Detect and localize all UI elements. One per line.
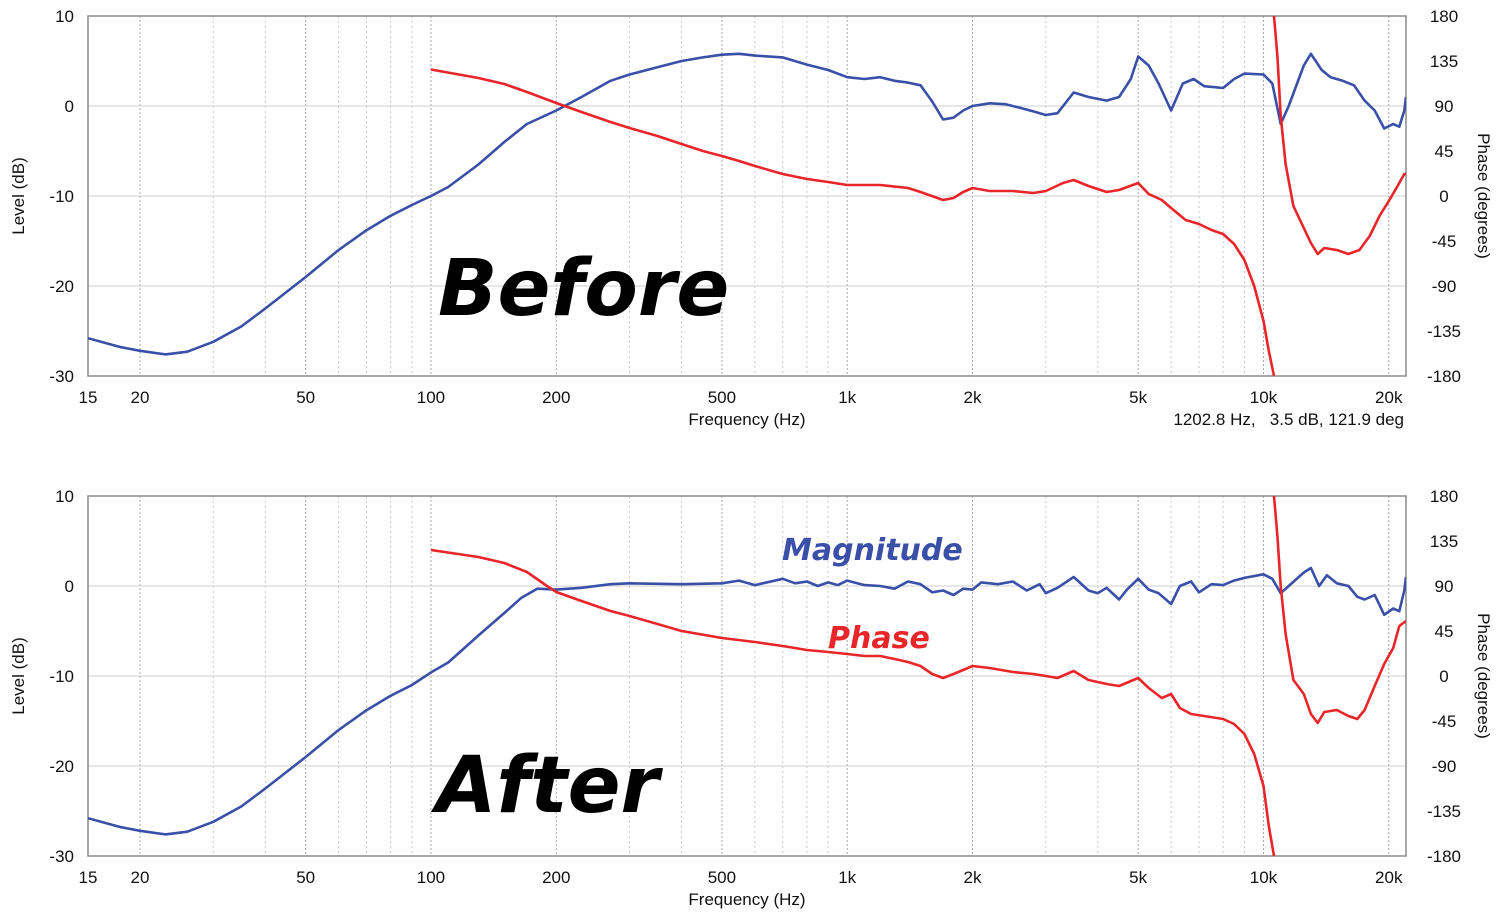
y2-tick-label: 90 xyxy=(1435,97,1454,116)
before-overlay-label: Before xyxy=(438,244,729,334)
x-tick-label: 20k xyxy=(1375,388,1403,407)
y2-tick-label: 0 xyxy=(1439,667,1448,686)
plot-frame xyxy=(87,495,1407,857)
phase-series-line xyxy=(1272,496,1406,725)
y2-tick-label: 45 xyxy=(1435,622,1454,641)
y2-tick-label: 0 xyxy=(1439,187,1448,206)
x-tick-label: 50 xyxy=(296,868,315,887)
y-tick-label: -10 xyxy=(49,187,74,206)
y2-tick-label: -45 xyxy=(1432,712,1457,731)
y2-tick-label: -45 xyxy=(1432,232,1457,251)
x-tick-label: 1k xyxy=(838,868,856,887)
cursor-readout: 1202.8 Hz, 3.5 dB, 121.9 deg xyxy=(1173,410,1404,429)
phase-series-line xyxy=(430,68,1276,376)
y2-tick-label: 135 xyxy=(1430,52,1458,71)
x-tick-label: 200 xyxy=(542,868,570,887)
y2-axis-title: Phase (degrees) xyxy=(1474,613,1493,739)
y-axis-title: Level (dB) xyxy=(9,157,28,234)
y2-tick-label: -90 xyxy=(1432,757,1457,776)
y-tick-label: -20 xyxy=(49,277,74,296)
x-tick-label: 20k xyxy=(1375,868,1403,887)
x-tick-label: 5k xyxy=(1129,388,1147,407)
x-tick-label: 1k xyxy=(838,388,856,407)
y2-tick-label: 90 xyxy=(1435,577,1454,596)
x-tick-label: 2k xyxy=(964,868,982,887)
phase-series-line xyxy=(430,548,1276,856)
y-tick-label: 0 xyxy=(65,577,74,596)
y-tick-label: 0 xyxy=(65,97,74,116)
y2-tick-label: -180 xyxy=(1427,367,1461,386)
x-tick-label: 20 xyxy=(131,388,150,407)
magnitude-series-line xyxy=(88,52,1406,356)
x-tick-label: 500 xyxy=(708,388,736,407)
y-axis-title: Level (dB) xyxy=(9,637,28,714)
x-tick-label: 50 xyxy=(296,388,315,407)
magnitude-series-line xyxy=(88,566,1406,836)
phase-series-label: Phase xyxy=(828,621,930,656)
x-tick-label: 20 xyxy=(131,868,150,887)
x-tick-label: 2k xyxy=(964,388,982,407)
x-axis-title: Frequency (Hz) xyxy=(688,410,805,429)
y2-tick-label: -90 xyxy=(1432,277,1457,296)
x-tick-label: 100 xyxy=(417,868,445,887)
y-tick-label: -30 xyxy=(49,367,74,386)
after-chart-panel: 15 20 50 100 200 500 1k 2k 5k 10k 20k100-10-20-301… xyxy=(9,487,1493,909)
x-tick-label: 15 xyxy=(79,388,98,407)
y2-tick-label: 180 xyxy=(1430,487,1458,506)
y-tick-label: 10 xyxy=(55,7,74,26)
x-tick-label: 10k xyxy=(1250,388,1278,407)
y2-tick-label: -135 xyxy=(1427,322,1461,341)
x-tick-label: 10k xyxy=(1250,868,1278,887)
y-tick-label: 10 xyxy=(55,487,74,506)
phase-series-line xyxy=(1272,16,1406,256)
x-tick-label: 5k xyxy=(1129,868,1147,887)
x-tick-label: 15 xyxy=(79,868,98,887)
before-chart-panel: 15 20 50 100 200 500 1k 2k 5k 10k 20k100-10-20-301… xyxy=(9,7,1493,429)
y2-tick-label: 45 xyxy=(1435,142,1454,161)
y-tick-label: -30 xyxy=(49,847,74,866)
magnitude-series-label: Magnitude xyxy=(782,533,963,568)
y2-tick-label: -180 xyxy=(1427,847,1461,866)
y2-tick-label: 180 xyxy=(1430,7,1458,26)
y-tick-label: -10 xyxy=(49,667,74,686)
y2-tick-label: -135 xyxy=(1427,802,1461,821)
x-axis-title: Frequency (Hz) xyxy=(688,890,805,909)
x-tick-label: 200 xyxy=(542,388,570,407)
y2-axis-title: Phase (degrees) xyxy=(1474,133,1493,259)
y-tick-label: -20 xyxy=(49,757,74,776)
plot-frame xyxy=(87,15,1407,377)
x-tick-label: 100 xyxy=(417,388,445,407)
x-tick-label: 500 xyxy=(708,868,736,887)
after-overlay-label: After xyxy=(430,741,663,831)
y2-tick-label: 135 xyxy=(1430,532,1458,551)
